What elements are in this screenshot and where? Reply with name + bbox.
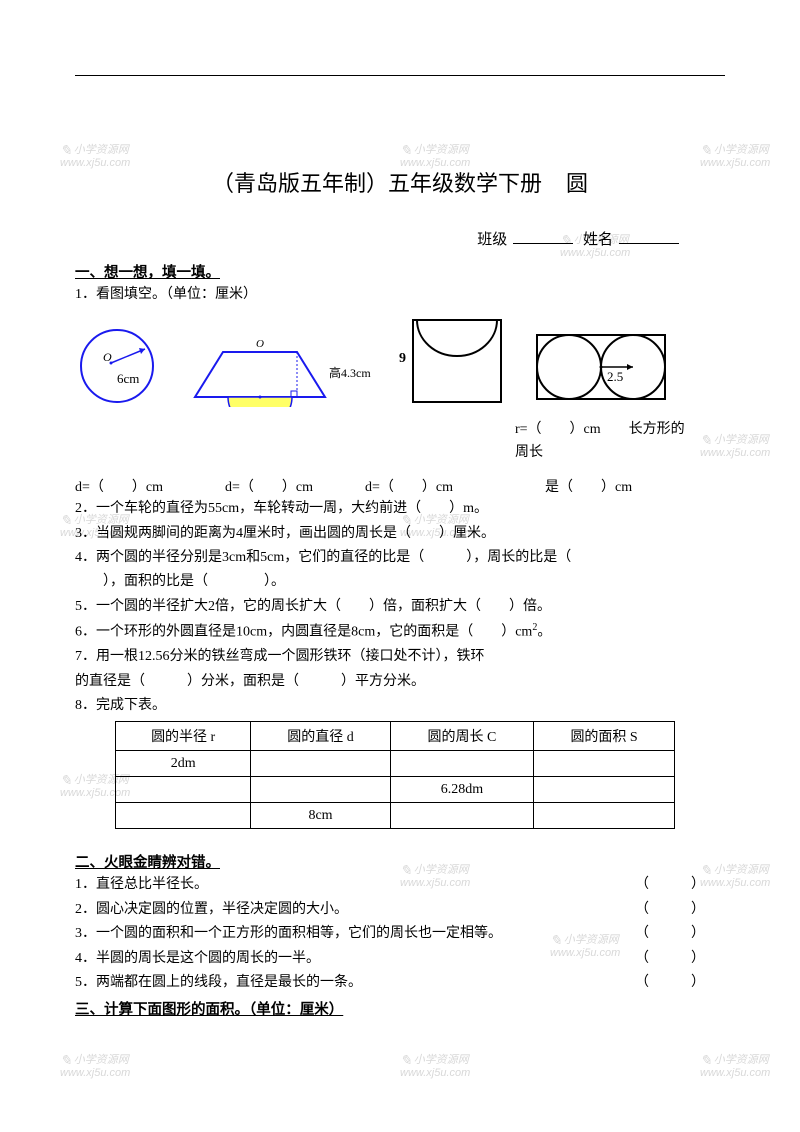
q7-text-a: 7．用一根12.56分米的铁丝弯成一个圆形铁环（接口处不计），铁环 — [75, 646, 725, 668]
section-3-head: 三、计算下面图形的面积。（单位：厘米） — [75, 998, 725, 1019]
q8-table: 圆的半径 r 圆的直径 d 圆的周长 C 圆的面积 S 2dm 6.28dm 8… — [115, 721, 675, 829]
fig4-is: 是（ ）cm — [545, 476, 715, 496]
table-row: 圆的半径 r 圆的直径 d 圆的周长 C 圆的面积 S — [116, 722, 675, 751]
table-row: 8cm — [116, 803, 675, 829]
s2-q2: 2．圆心决定圆的位置，半径决定圆的大小。（ ） — [75, 899, 725, 921]
figures-row: O 6cm O 高4.3cm 9 — [75, 312, 725, 407]
s2-q4: 4．半圆的周长是这个圆的周长的一半。（ ） — [75, 948, 725, 970]
class-label: 班级 — [477, 232, 507, 248]
figure-2: O 高4.3cm — [185, 337, 375, 407]
q7-text-b: 的直径是（ ）分米，面积是（ ）平方分米。 — [75, 671, 725, 693]
title-suffix: 圆 — [566, 171, 588, 196]
s2-q1: 1．直径总比半径长。（ ） — [75, 874, 725, 896]
section-1-head: 一、想一想，填一填。 — [75, 261, 725, 282]
t8-h2: 圆的直径 d — [251, 722, 390, 751]
q2-text: 2．一个车轮的直径为55cm，车轮转动一周，大约前进（ ）m。 — [75, 498, 725, 520]
table-row: 6.28dm — [116, 777, 675, 803]
q4-text-a: 4．两个圆的半径分别是3cm和5cm，它们的直径的比是（ ），周长的比是（ — [75, 547, 725, 569]
fig1-d: d=（ ）cm — [75, 476, 225, 496]
title-prefix: （青岛版五年制）五年级数学下册 — [212, 171, 542, 196]
under-figures-row: r=（ ）cm 长方形的周长 — [75, 419, 725, 464]
svg-text:9: 9 — [399, 351, 406, 366]
q5-text: 5．一个圆的半径扩大2倍，它的周长扩大（ ）倍，面积扩大（ ）倍。 — [75, 596, 725, 618]
t8-cell[interactable] — [116, 803, 251, 829]
t8-r1c1: 2dm — [116, 751, 251, 777]
page-title: （青岛版五年制）五年级数学下册圆 — [75, 166, 725, 198]
table-row: 2dm — [116, 751, 675, 777]
q8-text: 8．完成下表。 — [75, 695, 725, 717]
t8-cell[interactable] — [251, 777, 390, 803]
student-info: 班级 姓名 — [75, 228, 725, 249]
t8-cell[interactable] — [116, 777, 251, 803]
trapezoid-semicircle-icon: O 高4.3cm — [185, 337, 375, 407]
svg-text:2.5: 2.5 — [607, 369, 623, 384]
watermark: ✎小学资源网www.xj5u.com — [400, 1050, 470, 1079]
svg-text:高4.3cm: 高4.3cm — [329, 365, 371, 380]
q4-text-b: ），面积的比是（ ）。 — [75, 571, 725, 593]
figure-1: O 6cm — [75, 325, 167, 407]
s2-q3: 3．一个圆的面积和一个正方形的面积相等，它们的周长也一定相等。（ ） — [75, 923, 725, 945]
svg-text:O: O — [256, 338, 264, 350]
fig3-d: d=（ ）cm — [365, 476, 545, 496]
circle-radius-icon: O 6cm — [75, 325, 167, 407]
s2-q5: 5．两端都在圆上的线段，直径是最长的一条。（ ） — [75, 972, 725, 994]
q6-text: 6．一个环形的外圆直径是10cm，内圆直径是8cm，它的面积是（ ）cm2。 — [75, 620, 725, 644]
top-rule — [75, 75, 725, 76]
section-2-head: 二、火眼金睛辨对错。 — [75, 851, 725, 872]
watermark: ✎小学资源网www.xj5u.com — [700, 1050, 770, 1079]
t8-h3: 圆的周长 C — [390, 722, 534, 751]
class-blank[interactable] — [513, 230, 573, 244]
figure-3: 9 — [393, 312, 513, 407]
t8-h1: 圆的半径 r — [116, 722, 251, 751]
figure-4: 2.5 — [531, 327, 671, 407]
t8-cell[interactable] — [534, 803, 675, 829]
t8-cell[interactable] — [390, 751, 534, 777]
q1-text: 1．看图填空。（单位：厘米） — [75, 284, 725, 306]
name-label: 姓名 — [583, 232, 613, 248]
watermark: ✎小学资源网www.xj5u.com — [60, 1050, 130, 1079]
fig3-r-label: r=（ ）cm — [515, 422, 601, 437]
t8-cell[interactable] — [534, 751, 675, 777]
t8-r3c2: 8cm — [251, 803, 390, 829]
name-blank[interactable] — [619, 230, 679, 244]
svg-text:O: O — [103, 350, 112, 364]
t8-cell[interactable] — [251, 751, 390, 777]
q3-text: 3．当圆规两脚间的距离为4厘米时，画出圆的周长是（ ）厘米。 — [75, 523, 725, 545]
d-labels-row: d=（ ）cm d=（ ）cm d=（ ）cm 是（ ）cm — [75, 476, 725, 496]
t8-r2c3: 6.28dm — [390, 777, 534, 803]
square-semicircle-icon: 9 — [393, 312, 513, 407]
svg-text:6cm: 6cm — [117, 371, 139, 386]
t8-cell[interactable] — [534, 777, 675, 803]
fig2-d: d=（ ）cm — [225, 476, 365, 496]
rect-two-circles-icon: 2.5 — [531, 327, 671, 407]
t8-cell[interactable] — [390, 803, 534, 829]
t8-h4: 圆的面积 S — [534, 722, 675, 751]
